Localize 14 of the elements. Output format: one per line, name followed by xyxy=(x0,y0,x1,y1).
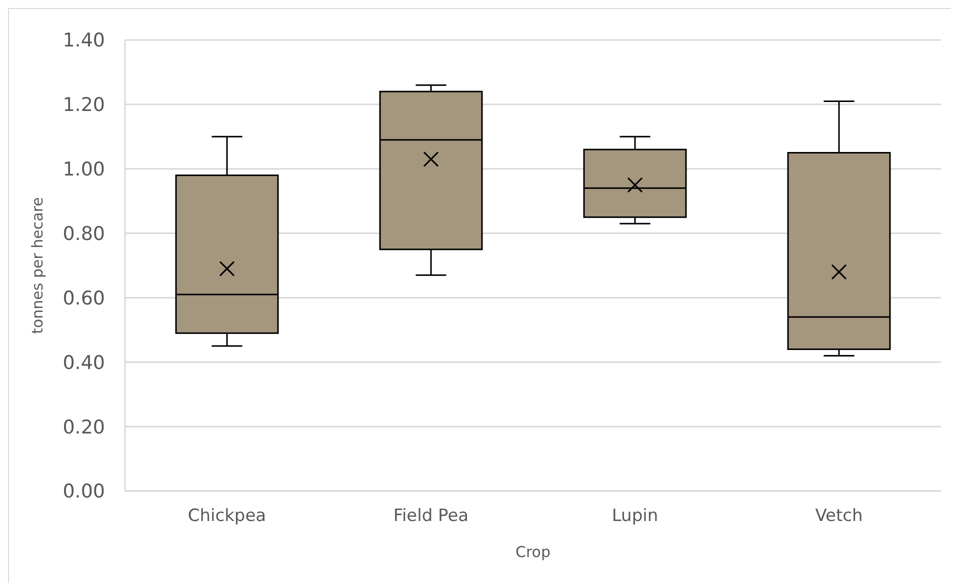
x-tick-label: Vetch xyxy=(815,506,863,526)
y-tick-label: 1.40 xyxy=(62,30,105,52)
x-tick-label: Field Pea xyxy=(393,506,469,526)
y-tick-label: 0.60 xyxy=(62,287,105,310)
x-tick-label: Chickpea xyxy=(188,506,266,526)
y-tick-label: 0.20 xyxy=(62,416,105,438)
y-tick-label: 0.80 xyxy=(62,223,105,246)
y-tick-label: 0.40 xyxy=(62,352,105,374)
y-tick-label: 1.00 xyxy=(62,158,105,181)
y-tick-label: 1.20 xyxy=(62,94,105,116)
x-axis-title: Crop xyxy=(515,543,551,561)
y-tick-label: 0.00 xyxy=(62,480,105,503)
y-axis-title: tonnes per hecare xyxy=(28,197,46,334)
x-tick-label: Lupin xyxy=(612,506,658,526)
